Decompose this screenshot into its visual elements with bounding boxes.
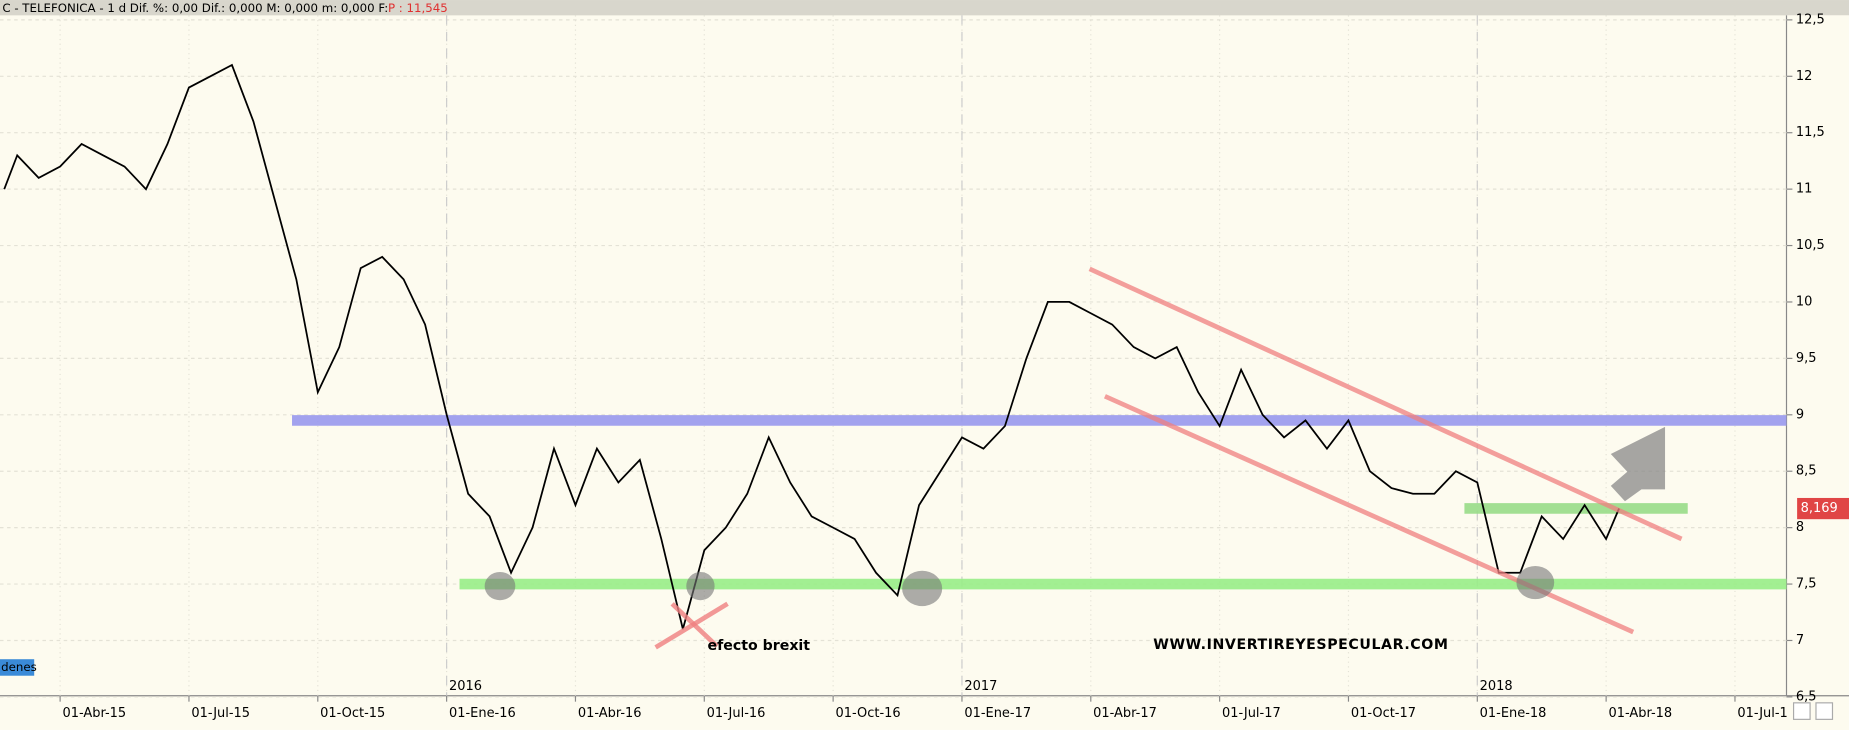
x-tick-label: 01-Jul-17 [1222, 706, 1281, 721]
x-tick-label: 01-Oct-16 [835, 706, 900, 721]
tool-button[interactable] [1815, 702, 1834, 720]
y-tick-label: 10,5 [1796, 238, 1825, 253]
x-tick-label: 01-Ene-17 [964, 706, 1031, 721]
overlay: 2016 2017 2018 [0, 15, 1787, 698]
header-title: C - TELEFONICA - 1 d Dif. %: 0,00 Dif.: … [2, 1, 388, 15]
cross [654, 601, 729, 650]
x-tick-label: 01-Jul-1 [1737, 706, 1787, 721]
y-tick-label: 8,5 [1796, 464, 1817, 479]
last-price-label: 8,169 [1801, 501, 1838, 516]
y-tick-label: 9,5 [1796, 351, 1817, 366]
arrow [1610, 426, 1666, 502]
x-tick-label: 01-Oct-15 [320, 706, 385, 721]
x-tick-label: 01-Ene-16 [449, 706, 516, 721]
header-bar [0, 0, 1849, 16]
year-label: 2018 [1480, 679, 1513, 694]
y-tick-label: 12,5 [1796, 12, 1825, 27]
x-tick-label: 01-Abr-18 [1608, 706, 1672, 721]
cross [670, 602, 719, 648]
y-tick-label: 11 [1796, 182, 1813, 197]
annotation: efecto brexit [708, 638, 811, 654]
x-tick-label: 01-Jul-15 [191, 706, 250, 721]
marker [902, 570, 943, 607]
year-label: 2016 [449, 679, 482, 694]
year-label: 2017 [964, 679, 997, 694]
annotation: WWW.INVERTIREYESPECULAR.COM [1153, 637, 1448, 653]
marker [686, 571, 715, 601]
x-tick-label: 01-Abr-17 [1093, 706, 1157, 721]
y-tick-label: 6,5 [1796, 689, 1817, 704]
price-line [3, 63, 1620, 630]
side-button[interactable] [0, 659, 35, 676]
x-tick-label: 01-Jul-16 [707, 706, 766, 721]
x-tick-label: 01-Abr-15 [62, 706, 126, 721]
y-tick-label: 8 [1796, 520, 1804, 535]
marker [484, 571, 516, 601]
x-tick-label: 01-Oct-17 [1351, 706, 1416, 721]
last-price-box [1797, 497, 1849, 520]
y-tick-label: 11,5 [1796, 125, 1825, 140]
side-button-label[interactable]: denes [1, 660, 37, 674]
y-tick-label: 10 [1796, 294, 1813, 309]
y-tick-label: 9 [1796, 407, 1804, 422]
marker [1516, 566, 1555, 600]
channel-top [1088, 266, 1683, 542]
header-price: P : 11,545 [388, 1, 448, 15]
x-tick-label: 01-Abr-16 [578, 706, 642, 721]
y-tick-label: 7 [1796, 633, 1804, 648]
y-tick-label: 7,5 [1796, 577, 1817, 592]
tool-button[interactable] [1792, 702, 1811, 720]
x-tick-label: 01-Ene-18 [1480, 706, 1547, 721]
y-axis-area [1786, 15, 1849, 730]
y-tick-label: 12 [1796, 69, 1813, 84]
